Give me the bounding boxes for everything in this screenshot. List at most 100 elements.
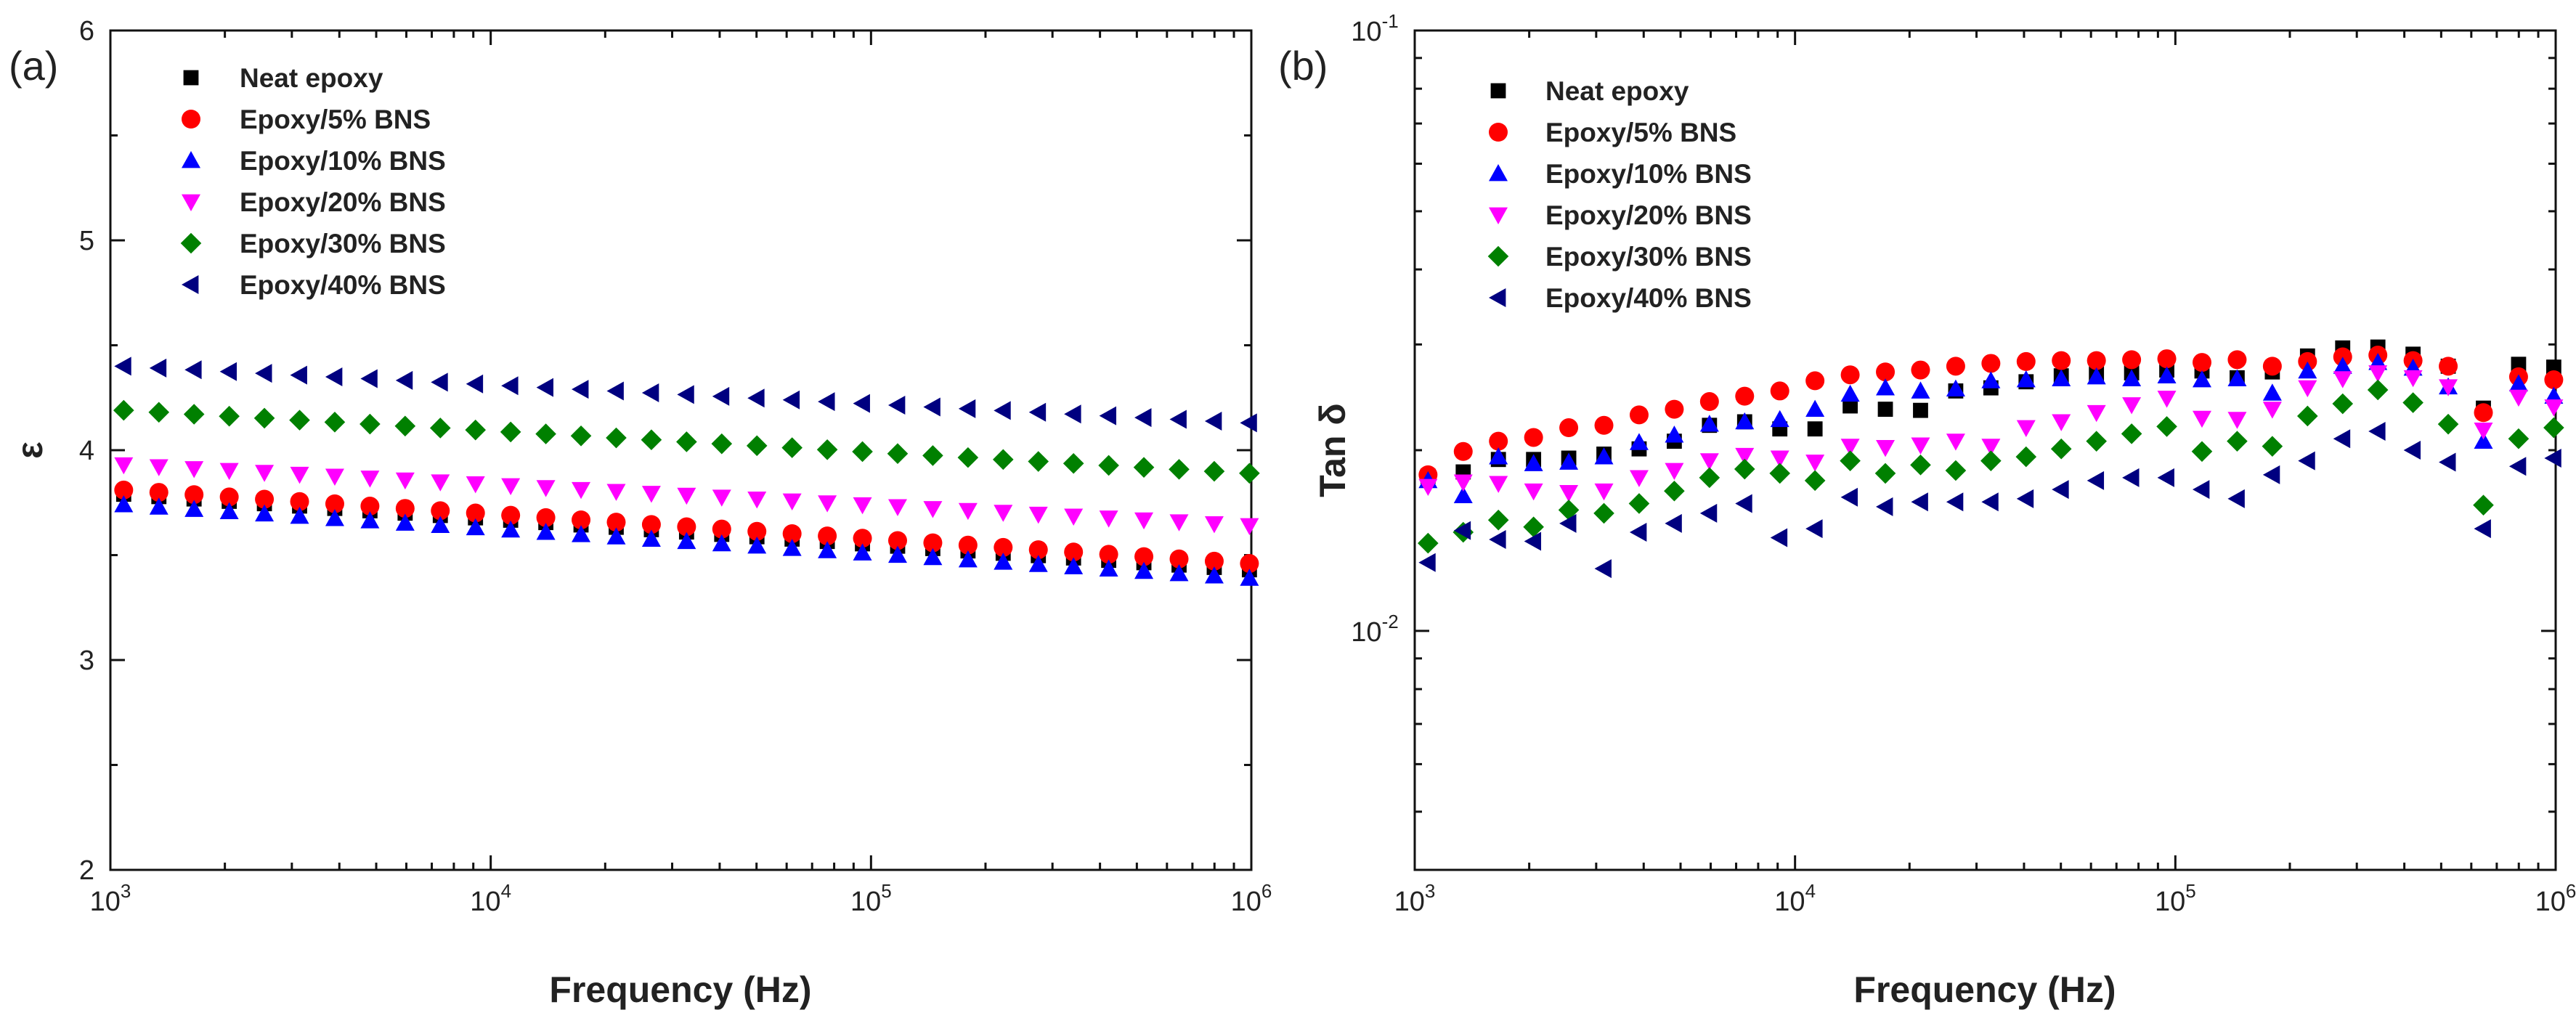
data-point: [2016, 489, 2034, 508]
data-point: [1980, 450, 2002, 471]
data-point: [1946, 492, 1964, 512]
y-axis-title: Tan δ: [1312, 403, 1353, 497]
data-point: [1099, 545, 1118, 564]
data-point: [2087, 367, 2106, 385]
data-point: [1240, 569, 1259, 586]
data-point: [2087, 404, 2106, 423]
data-point: [1239, 463, 1260, 484]
data-point: [1805, 519, 1823, 539]
data-point: [290, 365, 307, 385]
data-point: [2122, 369, 2142, 387]
data-point: [2508, 428, 2530, 449]
data-point: [572, 525, 591, 542]
data-point: [2227, 369, 2247, 387]
data-point: [572, 510, 591, 530]
data-point: [712, 519, 731, 539]
data-point: [2439, 452, 2456, 472]
x-tick-label: 105: [850, 880, 892, 917]
data-point: [712, 386, 730, 406]
legend: Neat epoxy Epoxy/5% BNS Epoxy/10% BNS Epoxy…: [180, 63, 446, 300]
data-point: [853, 394, 870, 413]
data-point: [1594, 447, 1614, 465]
data-point: [994, 505, 1013, 522]
data-point: [1629, 523, 1647, 542]
data-point: [1134, 512, 1154, 530]
data-point: [1735, 386, 1755, 406]
data-point: [360, 471, 380, 488]
data-point: [2403, 370, 2423, 388]
data-point: [1770, 410, 1789, 428]
data-point: [747, 491, 767, 509]
data-point: [2052, 480, 2069, 500]
data-point: [255, 364, 272, 383]
data-point: [818, 495, 837, 513]
legend-label: Epoxy/10% BNS: [240, 146, 446, 176]
data-point: [395, 370, 413, 390]
data-point: [677, 532, 696, 550]
y-tick-label: 3: [79, 646, 94, 676]
data-point: [1064, 557, 1084, 574]
data-point: [2474, 519, 2491, 539]
data-point: [1064, 542, 1084, 562]
data-point: [641, 529, 661, 547]
data-point: [253, 407, 275, 429]
data-point: [325, 509, 344, 526]
data-point: [395, 513, 415, 531]
legend-marker: [183, 70, 199, 86]
data-point: [2298, 451, 2315, 471]
data-point: [2262, 436, 2283, 457]
data-point: [325, 494, 344, 513]
data-point: [677, 487, 696, 505]
legend-label: Epoxy/20% BNS: [1545, 200, 1752, 230]
data-point: [325, 468, 344, 486]
data-point: [2508, 374, 2528, 391]
data-point: [923, 533, 943, 553]
data-point: [1489, 476, 1508, 493]
data-point: [1665, 399, 1684, 419]
data-point: [994, 537, 1013, 557]
data-point: [1524, 483, 1543, 501]
data-point: [2439, 379, 2458, 396]
legend-marker: [1489, 123, 1508, 142]
data-point: [2474, 431, 2493, 449]
legend-marker: [182, 194, 200, 211]
data-point: [1203, 460, 1225, 482]
data-point: [641, 515, 661, 534]
series-epoxy-40-bns: [1418, 422, 2561, 579]
data-point: [2297, 405, 2318, 427]
data-point: [2086, 431, 2107, 452]
data-point: [183, 404, 205, 425]
data-point: [1735, 412, 1755, 430]
data-point: [1204, 551, 1224, 571]
data-point: [465, 419, 487, 441]
data-point: [2439, 357, 2458, 376]
data-point: [2262, 402, 2282, 419]
data-point: [2368, 422, 2386, 441]
panel-b-loss-tangent: 103 104 105 106 10-2 10-1 (b) Frequency (Hz) Tan…: [1278, 10, 2576, 1010]
data-point: [1664, 480, 1685, 502]
data-point: [958, 550, 978, 568]
data-point: [1628, 493, 1650, 514]
legend: Neat epoxy Epoxy/5% BNS Epoxy/10% BNS Epoxy…: [1487, 76, 1752, 313]
data-point: [1946, 357, 1965, 376]
data-point: [501, 376, 519, 396]
data-point: [1064, 508, 1084, 526]
data-point: [431, 372, 448, 392]
data-point: [1559, 484, 1579, 502]
data-point: [606, 427, 627, 449]
data-point: [2262, 357, 2282, 376]
data-point: [1594, 483, 1614, 501]
data-point: [641, 383, 659, 402]
x-tick-label: 105: [2155, 880, 2196, 917]
data-point: [2333, 357, 2352, 374]
data-point: [1134, 547, 1154, 566]
data-point: [2157, 391, 2177, 408]
data-point: [993, 449, 1014, 471]
data-point: [2016, 370, 2036, 388]
data-point: [1769, 463, 1791, 484]
data-point: [1418, 479, 1438, 497]
data-point: [1523, 516, 1544, 538]
data-point: [184, 461, 204, 479]
data-point: [2227, 412, 2247, 429]
data-point: [2543, 417, 2564, 439]
